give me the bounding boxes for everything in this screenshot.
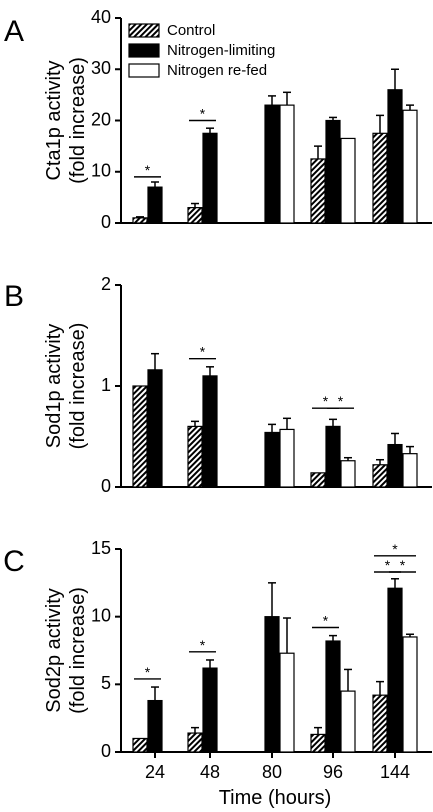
legend-label-nitrogen-limiting: Nitrogen-limiting bbox=[167, 42, 275, 59]
legend-label-nitrogen-re-fed: Nitrogen re-fed bbox=[167, 62, 267, 79]
x-tick-label: 144 bbox=[380, 762, 410, 782]
bar-control-48 bbox=[187, 732, 203, 753]
legend-swatch-control bbox=[128, 23, 160, 38]
bar-nitrogen-limiting-48 bbox=[202, 667, 218, 753]
legend-label-control: Control bbox=[167, 22, 215, 39]
bar-nitrogen-limiting-144 bbox=[387, 443, 403, 488]
significance-star: * bbox=[323, 393, 329, 409]
legend-swatch-nitrogen-re-fed bbox=[128, 63, 160, 78]
bar-nitrogen-re-fed-144 bbox=[402, 109, 418, 224]
bar-nitrogen-re-fed-144 bbox=[402, 453, 418, 488]
bar-nitrogen-limiting-96 bbox=[325, 425, 341, 488]
bar-nitrogen-re-fed-96 bbox=[340, 137, 356, 224]
x-axis-label: Time (hours) bbox=[219, 787, 332, 809]
x-tick-label: 48 bbox=[200, 762, 220, 782]
bar-control-24 bbox=[132, 217, 148, 224]
bar-nitrogen-limiting-48 bbox=[202, 375, 218, 488]
bar-nitrogen-limiting-144 bbox=[387, 89, 403, 224]
bar-control-24 bbox=[132, 737, 148, 753]
y-tick-label: 0 bbox=[101, 212, 111, 232]
panel-letter: B bbox=[4, 280, 24, 313]
bar-nitrogen-limiting-144 bbox=[387, 587, 403, 753]
bar-nitrogen-limiting-80 bbox=[264, 616, 280, 753]
y-tick-label: 1 bbox=[101, 375, 111, 395]
bar-nitrogen-limiting-24 bbox=[147, 699, 163, 753]
y-tick-label: 20 bbox=[91, 109, 111, 129]
y-axis-label-line: Sod1p activity bbox=[43, 324, 65, 449]
bar-nitrogen-limiting-24 bbox=[147, 186, 163, 224]
bar-nitrogen-limiting-48 bbox=[202, 132, 218, 224]
y-axis-label-line: Cta1p activity bbox=[43, 60, 65, 180]
y-tick-label: 0 bbox=[101, 741, 111, 761]
bar-control-48 bbox=[187, 207, 203, 224]
y-tick-label: 10 bbox=[91, 161, 111, 181]
significance-star: * bbox=[392, 541, 398, 557]
panel-b: B Sod1p activity (fold increase) 0 1 2 * * * bbox=[4, 274, 432, 496]
bar-control-96 bbox=[310, 472, 326, 488]
bar-nitrogen-re-fed-80 bbox=[279, 652, 295, 753]
legend-swatch-nitrogen-limiting bbox=[128, 43, 160, 58]
panel-letter: C bbox=[3, 545, 25, 578]
significance-star: * bbox=[145, 664, 151, 680]
y-axis-label-line: Sod2p activity bbox=[43, 588, 65, 713]
significance-star: * bbox=[338, 393, 344, 409]
bar-nitrogen-re-fed-144 bbox=[402, 636, 418, 753]
bar-control-48 bbox=[187, 425, 203, 488]
bar-nitrogen-limiting-96 bbox=[325, 119, 341, 224]
bar-nitrogen-re-fed-96 bbox=[340, 690, 356, 753]
x-tick-label: 96 bbox=[323, 762, 343, 782]
bar-control-144 bbox=[372, 132, 388, 224]
y-axis-label-line: (fold increase) bbox=[67, 323, 89, 450]
bar-control-144 bbox=[372, 694, 388, 753]
significance-star: * bbox=[323, 612, 329, 628]
significance-star: * bbox=[400, 557, 406, 573]
x-tick-label: 80 bbox=[262, 762, 282, 782]
bar-nitrogen-re-fed-80 bbox=[279, 428, 295, 488]
x-tick-label: 24 bbox=[145, 762, 165, 782]
y-axis-label-line: (fold increase) bbox=[67, 57, 89, 184]
bar-control-144 bbox=[372, 464, 388, 488]
bar-nitrogen-limiting-24 bbox=[147, 369, 163, 488]
significance-star: * bbox=[200, 637, 206, 653]
significance-star: * bbox=[200, 344, 206, 360]
panel-a: A Cta1p activity (fold increase) 0 10 20 30 40 *… bbox=[4, 7, 432, 232]
y-tick-label: 5 bbox=[101, 673, 111, 693]
bar-nitrogen-limiting-96 bbox=[325, 640, 341, 753]
y-tick-label: 2 bbox=[101, 274, 111, 294]
y-axis-label-line: (fold increase) bbox=[67, 587, 89, 714]
y-tick-label: 40 bbox=[91, 7, 111, 27]
bar-nitrogen-re-fed-96 bbox=[340, 460, 356, 488]
bar-control-96 bbox=[310, 158, 326, 224]
y-tick-label: 10 bbox=[91, 605, 111, 625]
bar-nitrogen-limiting-80 bbox=[264, 431, 280, 488]
y-axis-label: Sod2p activity (fold increase) bbox=[43, 587, 89, 714]
legend: Control Nitrogen-limiting Nitrogen re-fed bbox=[128, 22, 275, 79]
significance-star: * bbox=[385, 557, 391, 573]
bar-nitrogen-re-fed-80 bbox=[279, 104, 295, 224]
panel-letter: A bbox=[4, 15, 24, 48]
y-tick-label: 0 bbox=[101, 476, 111, 496]
significance-star: * bbox=[200, 106, 206, 122]
y-axis-label: Sod1p activity (fold increase) bbox=[43, 323, 89, 450]
bar-control-96 bbox=[310, 733, 326, 753]
bar-nitrogen-limiting-80 bbox=[264, 104, 280, 224]
y-tick-label: 15 bbox=[91, 538, 111, 558]
significance-star: * bbox=[145, 162, 151, 178]
y-axis-label: Cta1p activity (fold increase) bbox=[43, 57, 89, 184]
bar-control-24 bbox=[132, 385, 148, 488]
y-tick-label: 30 bbox=[91, 58, 111, 78]
